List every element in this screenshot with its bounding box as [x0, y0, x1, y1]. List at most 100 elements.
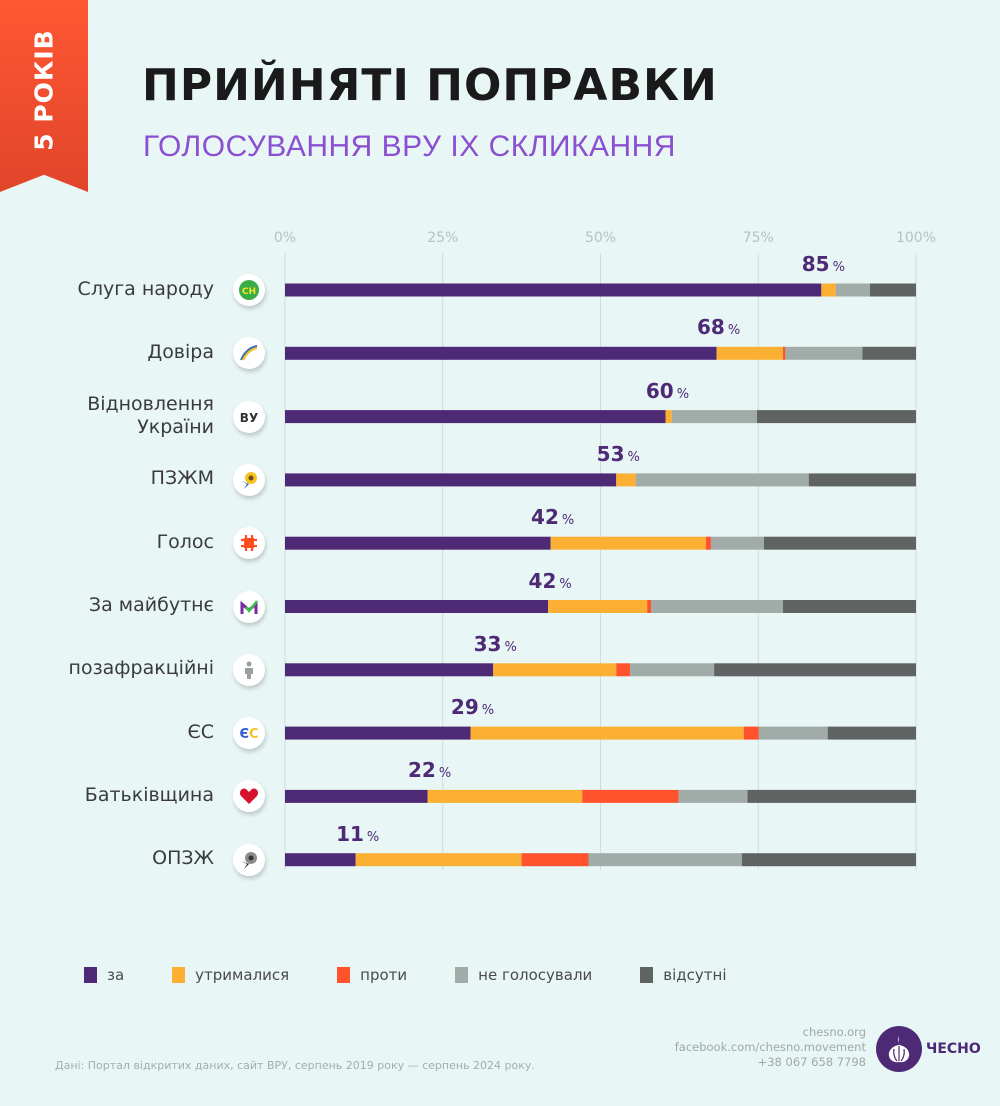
contacts-block: chesno.org facebook.com/chesno.movement …	[675, 1025, 866, 1070]
legend-swatch	[84, 967, 97, 983]
stacked-bar-chart: 0% 25% 50% 75% 100%	[274, 230, 936, 870]
party-label: Відновлення України	[87, 392, 214, 438]
x-tick-label: 50%	[585, 230, 616, 246]
batkivshchyna-heart-icon	[233, 780, 265, 813]
bar-segment-utrymalysia	[470, 726, 744, 740]
bar-segment-za	[285, 789, 428, 803]
bar-segment-proty	[782, 346, 786, 360]
value-label: 33%	[473, 631, 517, 656]
bar-segment-vidsutni	[862, 346, 916, 360]
bar-segment-za	[285, 663, 494, 677]
bar-segment-vidsutni	[782, 600, 916, 613]
bar-segment-proty	[743, 726, 759, 740]
opzzh-logo-icon	[233, 843, 265, 876]
bar-segment-proty	[647, 600, 651, 613]
value-label: 42%	[528, 568, 572, 593]
bar-segment-vidsutni	[869, 283, 916, 297]
bar-segment-utrymalysia	[665, 410, 672, 424]
bar-segment-proty	[521, 853, 589, 867]
bar-segment-za	[285, 346, 717, 360]
bar-segment-ne_holosuvaly	[630, 663, 715, 677]
value-label: 42%	[531, 505, 575, 530]
bar-segment-za	[285, 600, 549, 613]
svg-text:ЄС: ЄС	[239, 727, 258, 742]
party-label: ЄС	[187, 720, 214, 743]
bar-segment-utrymalysia	[493, 663, 617, 677]
party-label: позафракційні	[68, 657, 214, 680]
value-label: 22%	[407, 758, 452, 783]
bar-segment-ne_holosuvaly	[588, 853, 742, 867]
dovira-logo-icon	[233, 337, 265, 370]
pzzhm-logo-icon	[233, 463, 265, 496]
svg-text:CH: CH	[242, 287, 256, 297]
party-label: Слуга народу	[77, 277, 214, 300]
legend-swatch	[640, 967, 654, 983]
chesno-logo-text: ЧЕСНО	[926, 1041, 981, 1057]
legend-label: не голосували	[478, 966, 593, 984]
yes-logo-icon: ЄС	[233, 717, 265, 750]
bar-segment-ne_holosuvaly	[635, 473, 809, 487]
value-label: 85%	[801, 252, 845, 276]
party-label: За майбутнє	[88, 594, 214, 616]
bar-segment-ne_holosuvaly	[785, 346, 863, 360]
party-label: Голос	[156, 530, 214, 553]
vidnovlennia-ukrainy-logo-icon: ВУ	[233, 400, 265, 433]
bar-segment-utrymalysia	[355, 853, 522, 867]
party-label: ОПЗЖ	[152, 847, 214, 870]
website-link[interactable]: chesno.org	[802, 1025, 866, 1039]
value-label: 53%	[596, 441, 640, 466]
bar-segment-utrymalysia	[550, 536, 706, 550]
bar-segment-za	[285, 283, 822, 297]
facebook-link[interactable]: facebook.com/chesno.movement	[674, 1040, 866, 1054]
bar-segment-utrymalysia	[716, 346, 783, 360]
bar-segment-za	[285, 726, 471, 740]
legend-item-za: за	[84, 966, 124, 984]
bar-segment-vidsutni	[741, 853, 916, 867]
legend-label: відсутні	[663, 966, 727, 984]
chart-legend: за утрималися проти не голосували відсутні	[84, 966, 775, 984]
bar-segment-vidsutni	[756, 410, 916, 424]
legend-label: утрималися	[195, 966, 290, 984]
legend-item-vidsutni: відсутні	[640, 966, 727, 984]
bar-segment-ne_holosuvaly	[710, 536, 764, 550]
bar-segment-vidsutni	[827, 726, 916, 740]
legend-item-utrymalysia: утрималися	[172, 966, 289, 984]
bar-segment-utrymalysia	[616, 473, 636, 487]
bar-segment-ne_holosuvaly	[671, 410, 757, 424]
svg-text:ВУ: ВУ	[240, 411, 258, 425]
bar-segment-ne_holosuvaly	[650, 600, 783, 613]
value-label: 68%	[696, 315, 741, 340]
bar-segment-vidsutni	[714, 663, 916, 677]
x-tick-label: 25%	[427, 230, 458, 246]
chesno-logo-icon	[876, 1026, 922, 1072]
bar-segment-vidsutni	[763, 536, 916, 550]
bar-segment-ne_holosuvaly	[835, 283, 870, 297]
za-maibutnie-logo-icon	[233, 590, 265, 623]
legend-label: проти	[360, 966, 408, 984]
bar-segment-za	[285, 473, 617, 487]
bar-segment-ne_holosuvaly	[758, 726, 828, 740]
bar-segment-vidsutni	[808, 473, 916, 487]
data-source-note: Дані: Портал відкритих даних, сайт ВРУ, …	[55, 1059, 535, 1072]
x-tick-label: 75%	[743, 230, 774, 246]
bar-segment-vidsutni	[747, 789, 916, 803]
bar-segment-utrymalysia	[821, 283, 836, 297]
bar-segment-proty	[705, 536, 711, 550]
legend-label: за	[107, 966, 125, 984]
party-label: Довіра	[147, 340, 214, 363]
bar-segment-proty	[616, 663, 631, 677]
value-label: 29%	[450, 695, 495, 720]
bar-segment-ne_holosuvaly	[678, 789, 748, 803]
page-subtitle: ГОЛОСУВАННЯ ВРУ IX СКЛИКАННЯ	[143, 130, 676, 163]
party-label: ПЗЖМ	[150, 467, 214, 490]
bar-segment-za	[285, 536, 551, 550]
person-icon	[233, 653, 265, 686]
bar-segment-utrymalysia	[427, 789, 583, 803]
party-label: Батьківщина	[84, 783, 214, 806]
legend-item-ne_holosuvaly: не голосували	[455, 966, 592, 984]
bar-segment-utrymalysia	[548, 600, 648, 613]
value-label: 11%	[336, 821, 380, 846]
phone-number: +38 067 658 7798	[757, 1055, 866, 1069]
bar-segment-proty	[582, 789, 679, 803]
legend-item-proty: проти	[337, 966, 407, 984]
